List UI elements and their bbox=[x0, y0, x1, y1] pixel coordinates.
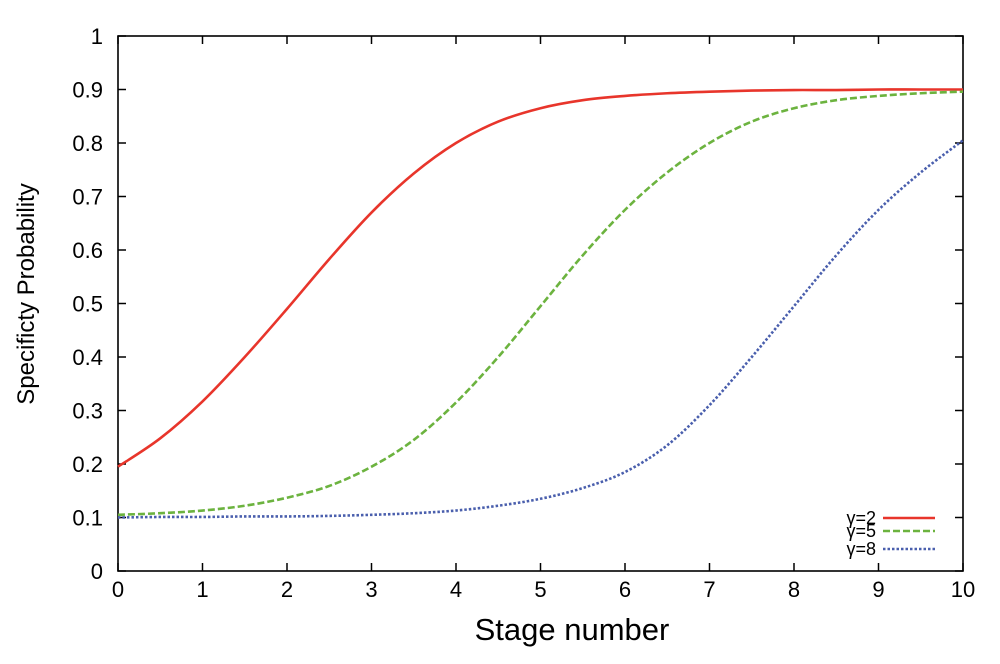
x-tick-label: 5 bbox=[534, 577, 546, 602]
x-tick-label: 10 bbox=[951, 577, 975, 602]
y-tick-label: 0.1 bbox=[72, 506, 103, 531]
x-tick-label: 1 bbox=[196, 577, 208, 602]
legend-label: γ=2 bbox=[846, 508, 876, 528]
series-line-1 bbox=[117, 88, 963, 468]
y-tick-label: 0.3 bbox=[72, 399, 103, 424]
legend-label: γ=8 bbox=[846, 539, 876, 559]
x-tick-label: 6 bbox=[619, 577, 631, 602]
x-tick-label: 4 bbox=[450, 577, 462, 602]
legend-label: γ=5 bbox=[846, 521, 876, 541]
x-tick-label: 9 bbox=[872, 577, 884, 602]
tick-labels: 0 1 2 3 4 5 6 7 8 9 10 0 0.1 0.2 0.3 0.4 0.5 0.6 0.7 0.8 0.9… bbox=[72, 24, 975, 602]
plot-frame bbox=[117, 35, 964, 572]
y-tick-label: 0.7 bbox=[72, 185, 103, 210]
y-tick-label: 0.9 bbox=[72, 78, 103, 103]
y-axis-title: Specificty Probability bbox=[13, 183, 40, 404]
y-tick-label: 0.8 bbox=[72, 131, 103, 156]
y-tick-label: 1 bbox=[91, 24, 103, 49]
x-tick-label: 2 bbox=[281, 577, 293, 602]
legend: γ=2γ=5γ=8 bbox=[846, 508, 935, 559]
y-tick-label: 0 bbox=[91, 559, 103, 584]
x-tick-label: 7 bbox=[703, 577, 715, 602]
x-tick-label: 0 bbox=[112, 577, 124, 602]
x-axis-title: Stage number bbox=[475, 612, 670, 647]
y-tick-label: 0.5 bbox=[72, 292, 103, 317]
series-line-3 bbox=[117, 139, 964, 519]
y-tick-label: 0.2 bbox=[72, 452, 103, 477]
y-tick-label: 0.4 bbox=[72, 345, 103, 370]
x-tick-label: 8 bbox=[788, 577, 800, 602]
ticks bbox=[117, 35, 964, 572]
x-tick-label: 3 bbox=[365, 577, 377, 602]
series-line-2 bbox=[117, 90, 964, 517]
y-tick-label: 0.6 bbox=[72, 238, 103, 263]
series-lines bbox=[117, 88, 964, 519]
